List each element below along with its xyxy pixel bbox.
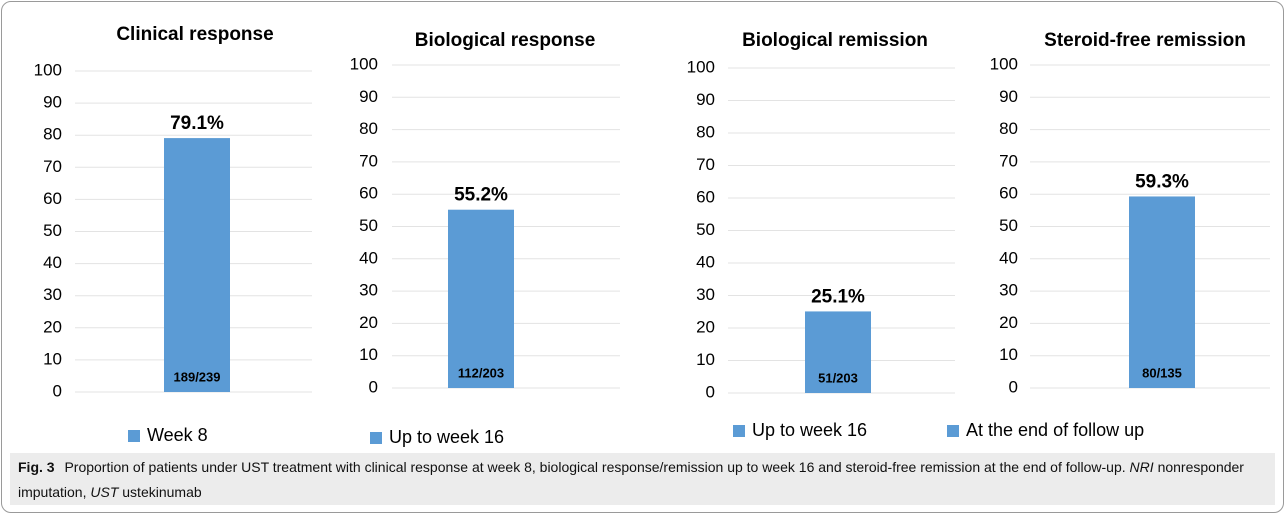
y-tick-label: 70 (999, 151, 1018, 170)
y-tick-label: 50 (696, 220, 715, 239)
bar-annotation: 80/135 (1142, 365, 1182, 380)
y-tick-label: 70 (696, 155, 715, 174)
y-tick-label: 30 (359, 281, 378, 300)
value-label: 79.1% (170, 113, 224, 134)
y-tick-label: 0 (706, 382, 715, 401)
y-tick-label: 30 (999, 281, 1018, 300)
bar (448, 209, 514, 388)
y-tick-label: 20 (359, 313, 378, 332)
y-tick-label: 50 (999, 216, 1018, 235)
legend-swatch (733, 425, 745, 437)
y-tick-label: 30 (696, 285, 715, 304)
abbr-term: UST (90, 484, 119, 500)
y-tick-label: 60 (43, 189, 62, 208)
y-tick-label: 50 (359, 216, 378, 235)
chart-title: Biological response (415, 30, 596, 51)
y-tick-label: 20 (43, 317, 62, 336)
y-tick-label: 90 (696, 90, 715, 109)
caption-text: Proportion of patients under UST treatme… (64, 459, 1126, 475)
caption: Fig. 3 Proportion of patients under UST … (10, 453, 1275, 505)
legend-swatch (128, 430, 140, 442)
y-tick-label: 70 (359, 151, 378, 170)
y-tick-label: 30 (43, 285, 62, 304)
legend-swatch (370, 432, 382, 444)
bar-annotation: 189/239 (174, 369, 221, 384)
y-tick-label: 70 (43, 157, 62, 176)
y-tick-label: 40 (359, 248, 378, 267)
legend-label: Week 8 (147, 425, 208, 445)
y-tick-label: 100 (350, 54, 378, 73)
y-tick-label: 20 (696, 317, 715, 336)
y-tick-label: 80 (359, 119, 378, 138)
legend-label: Up to week 16 (752, 420, 867, 440)
caption-label: Fig. 3 (18, 459, 55, 475)
y-tick-label: 100 (34, 60, 62, 79)
y-tick-label: 40 (43, 253, 62, 272)
y-tick-label: 90 (43, 93, 62, 112)
bar-annotation: 51/203 (818, 370, 858, 385)
legend-swatch (947, 425, 959, 437)
y-tick-label: 100 (990, 54, 1018, 73)
y-tick-label: 40 (696, 252, 715, 271)
abbr-def: nonresponder imputation, (18, 459, 1244, 500)
y-tick-label: 10 (43, 349, 62, 368)
y-tick-label: 90 (999, 87, 1018, 106)
bar (164, 138, 230, 392)
chart-title: Biological remission (742, 30, 928, 51)
y-tick-label: 0 (53, 381, 62, 400)
y-tick-label: 80 (696, 122, 715, 141)
value-label: 25.1% (811, 286, 865, 307)
y-tick-label: 60 (696, 187, 715, 206)
value-label: 55.2% (454, 185, 508, 206)
value-label: 59.3% (1135, 171, 1189, 192)
y-tick-label: 0 (369, 377, 378, 396)
bar (1129, 196, 1195, 388)
y-tick-label: 10 (999, 345, 1018, 364)
y-tick-label: 0 (1009, 377, 1018, 396)
y-tick-label: 80 (999, 119, 1018, 138)
legend-label: At the end of follow up (966, 420, 1144, 440)
abbr-def: ustekinumab (122, 484, 202, 500)
y-tick-label: 60 (359, 184, 378, 203)
y-tick-label: 10 (696, 350, 715, 369)
y-tick-label: 60 (999, 184, 1018, 203)
y-tick-label: 10 (359, 345, 378, 364)
legend-label: Up to week 16 (389, 427, 504, 447)
bar-annotation: 112/203 (458, 365, 504, 380)
abbr-term: NRI (1129, 459, 1154, 475)
y-tick-label: 50 (43, 221, 62, 240)
y-tick-label: 90 (359, 87, 378, 106)
y-tick-label: 20 (999, 313, 1018, 332)
chart-title: Steroid-free remission (1044, 30, 1246, 51)
y-tick-label: 100 (687, 57, 715, 76)
y-tick-label: 40 (999, 248, 1018, 267)
y-tick-label: 80 (43, 125, 62, 144)
bar (805, 311, 871, 393)
chart-title: Clinical response (116, 24, 273, 45)
